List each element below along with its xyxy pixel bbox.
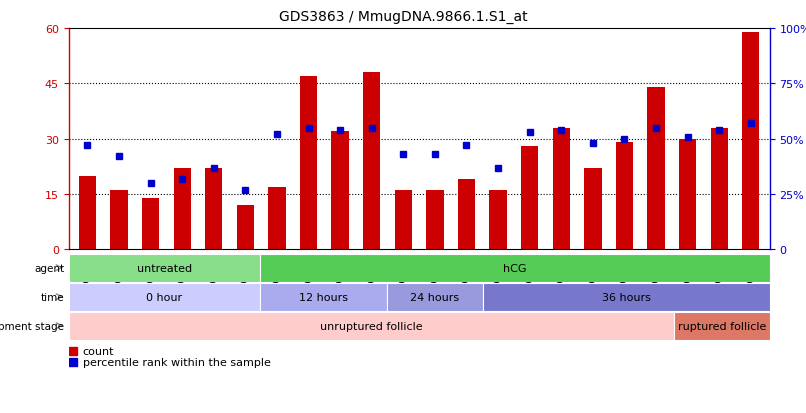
Bar <box>142 198 160 250</box>
Bar <box>679 140 696 250</box>
Bar <box>205 169 222 250</box>
Bar <box>483 283 770 311</box>
Text: 24 hours: 24 hours <box>410 292 459 302</box>
Bar <box>553 128 570 250</box>
Bar <box>300 77 318 250</box>
Bar <box>521 147 538 250</box>
Bar <box>69 312 674 340</box>
Bar <box>584 169 601 250</box>
Bar <box>110 191 127 250</box>
Bar <box>260 254 770 282</box>
Text: percentile rank within the sample: percentile rank within the sample <box>83 357 271 367</box>
Bar <box>489 191 507 250</box>
Bar <box>331 132 349 250</box>
Bar <box>711 128 728 250</box>
Text: time: time <box>41 292 64 302</box>
Bar <box>387 283 483 311</box>
Text: count: count <box>83 347 114 356</box>
Bar <box>742 33 759 250</box>
Bar <box>69 254 260 282</box>
Text: 12 hours: 12 hours <box>299 292 348 302</box>
Text: unruptured follicle: unruptured follicle <box>320 321 422 331</box>
Text: hCG: hCG <box>503 263 526 273</box>
Bar <box>647 88 665 250</box>
Bar <box>79 176 96 250</box>
Bar <box>268 187 285 250</box>
Text: agent: agent <box>35 263 64 273</box>
Bar <box>458 180 476 250</box>
Text: untreated: untreated <box>136 263 192 273</box>
Bar <box>426 191 443 250</box>
Text: 36 hours: 36 hours <box>602 292 650 302</box>
Bar <box>363 73 380 250</box>
Text: development stage: development stage <box>0 321 64 331</box>
Text: ruptured follicle: ruptured follicle <box>678 321 767 331</box>
Bar <box>616 143 634 250</box>
Bar <box>173 169 191 250</box>
Text: GDS3863 / MmugDNA.9866.1.S1_at: GDS3863 / MmugDNA.9866.1.S1_at <box>279 10 527 24</box>
Bar <box>69 283 260 311</box>
Bar <box>395 191 412 250</box>
Bar <box>674 312 770 340</box>
Bar <box>237 206 254 250</box>
Text: 0 hour: 0 hour <box>146 292 182 302</box>
Bar <box>260 283 387 311</box>
